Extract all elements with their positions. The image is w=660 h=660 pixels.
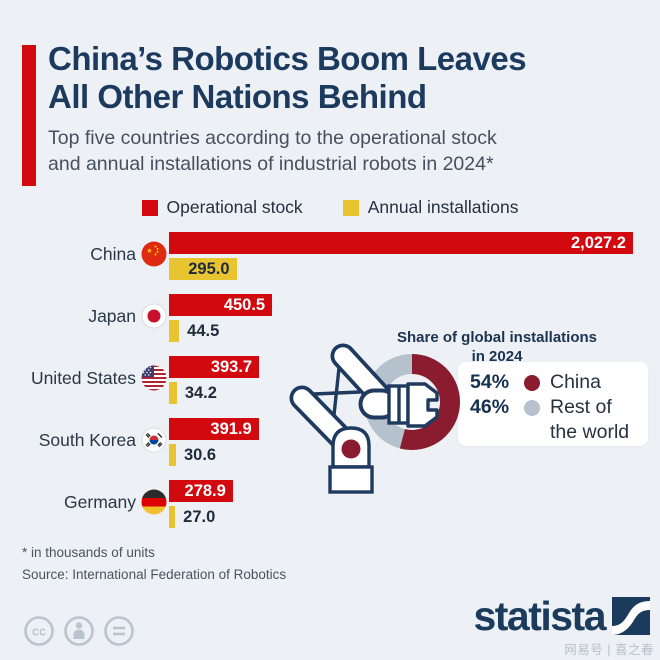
bar-value: 27.0 [183,508,216,526]
bar-operational-stock: 391.9 [169,418,259,440]
bar-value: 278.9 [184,481,226,500]
us-flag-icon [141,365,167,391]
bar-value: 295.0 [188,260,230,278]
annual-installations-swatch-icon [342,199,359,216]
rest-of-world-share-label: Rest of the world [550,395,629,445]
operational-stock-swatch-icon [141,199,158,216]
donut-title: Share of global installations in 2024 [382,328,612,366]
page-subtitle: Top five countries according to the oper… [48,125,648,177]
bar-operational-stock: 278.9 [169,480,233,502]
legend-item-operational-stock: Operational stock [141,197,303,218]
subtitle-line-2: and annual installations of industrial r… [48,153,494,175]
country-label: China [90,243,136,264]
rest-of-world-line-2: the world [550,421,630,443]
creative-commons-icons: cc [24,616,134,646]
donut-legend-box [458,362,648,446]
donut-title-line-2: in 2024 [471,348,523,365]
south-korea-flag-icon [141,427,167,453]
row-united-states: United States 39 [0,352,660,408]
donut-legend-item-china: 54% China [470,370,646,395]
cc-attribution-icon [64,616,94,646]
row-japan: Japan 450.5 44.5 [0,290,660,346]
rest-of-world-line-1: Rest of [550,396,612,418]
country-label: United States [30,367,136,388]
statista-logo-icon [612,597,650,635]
bar-annual-installations [169,320,180,342]
robot-arm-illustration [289,343,439,494]
legend-label: Operational stock [166,197,303,217]
bar-chart: China 2,027.2 295.0 Japan 450.5 44.5 [0,228,660,540]
series-legend: Operational stock Annual installations [0,197,660,218]
title-accent-bar [22,45,36,186]
china-share-value: 54% [470,371,510,393]
row-china: China 2,027.2 295.0 [0,228,660,284]
cc-equal-icon [104,616,134,646]
svg-text:cc: cc [32,625,46,639]
title-line-1: China’s Robotics Boom Leaves [48,40,527,77]
bar-annual-installations [169,506,176,528]
germany-flag-icon [141,489,167,515]
cc-license-icon [24,616,54,646]
china-dot-icon [524,375,540,391]
country-label: Japan [88,305,136,326]
footnote: * in thousands of units [22,545,155,560]
bar-annual-installations [169,258,237,280]
bar-value: 393.7 [210,357,253,376]
bar-annual-installations [169,382,177,404]
rest-of-world-dot-icon [524,400,540,416]
statista-logo: statista [473,594,650,638]
watermark: 网易号 | 喜之春 [564,643,654,657]
donut-legend: 54% China 46% Rest of the world [470,370,646,445]
row-south-korea: South Korea 391.9 30.6 [0,414,660,470]
bar-operational-stock: 393.7 [169,356,260,378]
donut-legend-item-rest-of-world: 46% Rest of the world [470,395,646,445]
legend-label: Annual installations [367,197,519,217]
statista-logo-text: statista [473,593,606,639]
bar-value: 450.5 [223,295,266,314]
bar-value: 44.5 [187,322,220,340]
donut-title-line-1: Share of global installations [396,329,598,346]
country-label: South Korea [38,429,136,450]
source-line: Source: International Federation of Robo… [22,567,287,582]
donut-segment-china [364,354,460,450]
bar-value: 2,027.2 [570,233,626,252]
bar-value: 391.9 [210,419,252,438]
rest-of-world-share-value: 46% [470,396,510,418]
bar-value: 30.6 [184,446,217,464]
subtitle-line-1: Top five countries according to the oper… [48,127,497,149]
title-line-2: All Other Nations Behind [48,78,427,115]
china-flag-icon [141,241,167,267]
bar-operational-stock: 450.5 [169,294,273,316]
china-share-label: China [550,371,601,393]
page-title: China’s Robotics Boom Leaves All Other N… [48,40,648,116]
country-label: Germany [64,491,136,512]
bar-value: 34.2 [184,384,217,402]
row-germany: Germany 278.9 27.0 [0,476,660,532]
bar-operational-stock: 2,027.2 [169,232,633,254]
bar-annual-installations [169,444,176,466]
japan-flag-icon [141,303,167,329]
legend-item-annual-installations: Annual installations [342,197,519,218]
